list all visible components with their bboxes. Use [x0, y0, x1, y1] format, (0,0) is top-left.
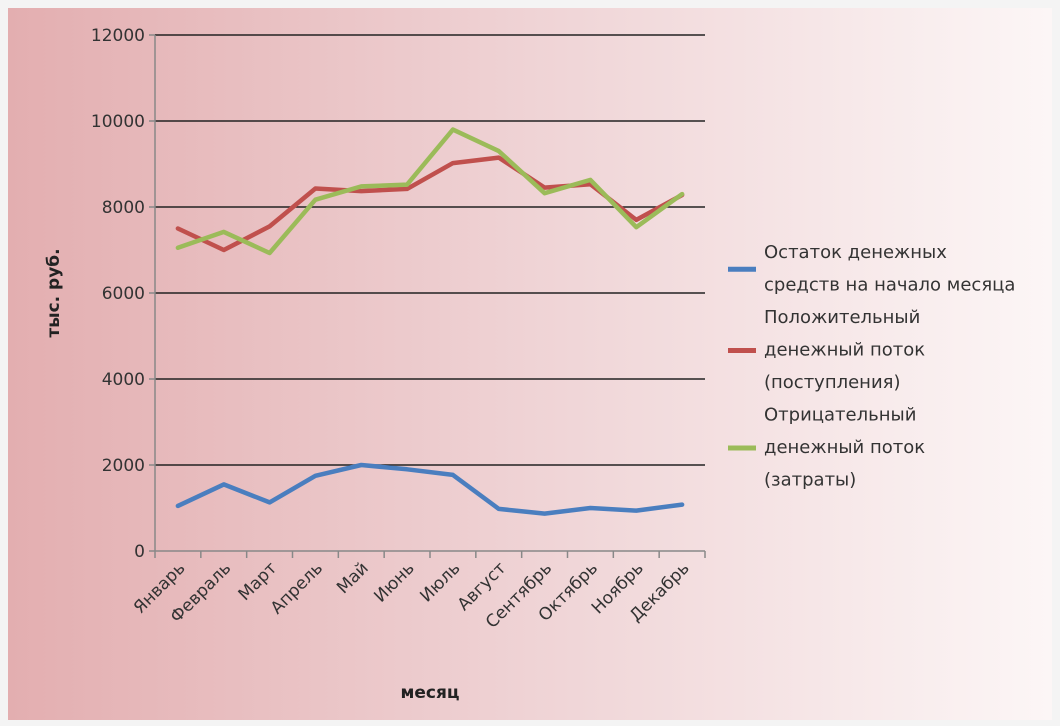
y-tick-label: 6000	[102, 284, 145, 304]
y-axis-title: тыс. руб.	[44, 248, 64, 337]
y-tick-label: 10000	[91, 112, 145, 132]
chart-container: 0 2000 4000 6000 8000 10000 12000 Январь Феврал…	[8, 8, 1052, 720]
y-tick-label: 2000	[102, 456, 145, 476]
y-tick-label: 0	[134, 542, 145, 562]
y-tick-label: 12000	[91, 26, 145, 46]
axes	[154, 35, 705, 552]
legend-label: денежный поток	[764, 340, 925, 361]
gridlines	[149, 34, 706, 558]
y-tick-labels: 0 2000 4000 6000 8000 10000 12000	[91, 26, 145, 562]
legend-label: (поступления)	[764, 372, 901, 393]
legend-label: Положительный	[764, 307, 920, 328]
line-chart: 0 2000 4000 6000 8000 10000 12000 ЯнварьФеврал…	[44, 26, 1015, 703]
legend-label: Остаток денежных	[764, 242, 947, 263]
y-tick-label: 4000	[102, 370, 145, 390]
series-line-1	[175, 462, 685, 516]
x-tick-label: Июнь	[370, 558, 418, 606]
series-lines	[175, 127, 685, 516]
legend-label: (затраты)	[764, 470, 856, 491]
series-line-2	[175, 155, 685, 253]
y-tick-label: 8000	[102, 198, 145, 218]
legend-label: средств на начало месяца	[764, 275, 1015, 296]
legend-label: денежный поток	[764, 437, 925, 458]
legend: Остаток денежных средств на начало месяца…	[728, 242, 1015, 491]
x-tick-label: Май	[333, 558, 373, 598]
legend-label: Отрицательный	[764, 405, 916, 426]
x-axis-title: месяц	[400, 683, 459, 703]
series-line-3	[175, 127, 685, 256]
